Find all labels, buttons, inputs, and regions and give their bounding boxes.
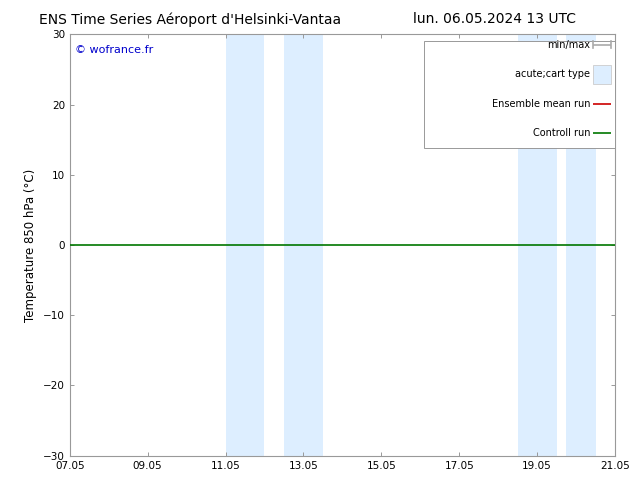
- Text: Controll run: Controll run: [533, 128, 590, 138]
- Text: ENS Time Series Aéroport d'Helsinki-Vantaa: ENS Time Series Aéroport d'Helsinki-Vant…: [39, 12, 341, 27]
- Bar: [517, 34, 557, 456]
- Y-axis label: Temperature 850 hPa (°C): Temperature 850 hPa (°C): [25, 169, 37, 321]
- Text: acute;cart type: acute;cart type: [515, 69, 590, 79]
- Text: © wofrance.fr: © wofrance.fr: [75, 45, 153, 55]
- Bar: [284, 34, 323, 456]
- Text: min/max: min/max: [547, 40, 590, 50]
- Bar: [226, 34, 264, 456]
- Text: lun. 06.05.2024 13 UTC: lun. 06.05.2024 13 UTC: [413, 12, 576, 26]
- Bar: [566, 34, 595, 456]
- FancyBboxPatch shape: [424, 41, 618, 148]
- FancyBboxPatch shape: [593, 65, 611, 84]
- Text: Ensemble mean run: Ensemble mean run: [492, 99, 590, 109]
